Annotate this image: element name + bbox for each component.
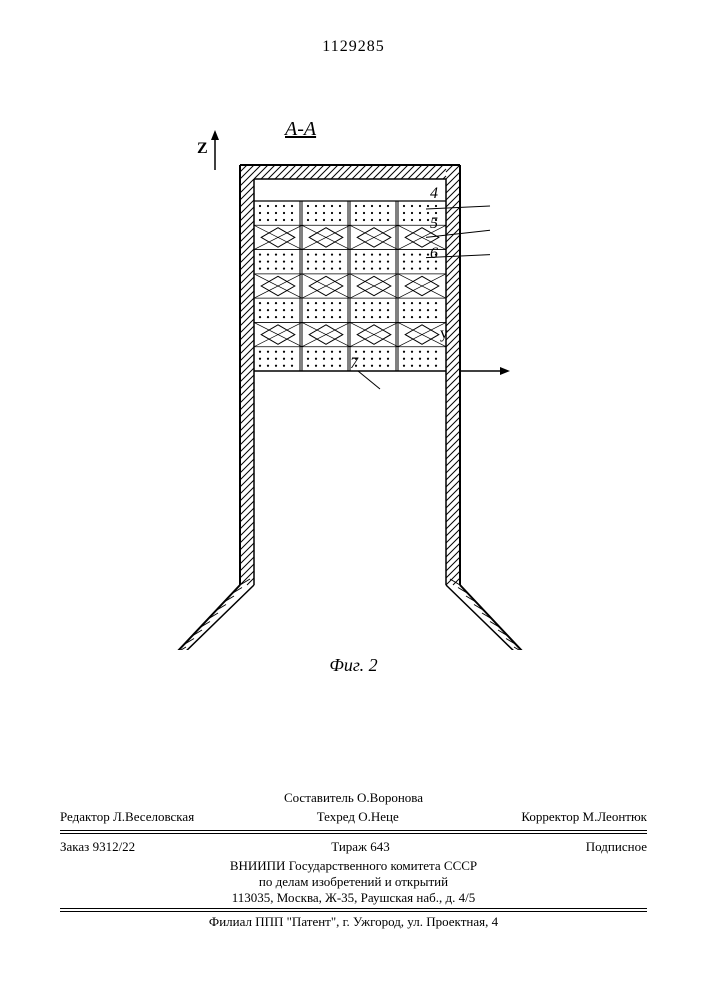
section-label: А-А bbox=[285, 118, 316, 141]
editor-name: Л.Веселовская bbox=[113, 809, 194, 824]
figure-svg bbox=[150, 110, 550, 650]
org-addr: 113035, Москва, Ж-35, Раушская наб., д. … bbox=[60, 890, 647, 906]
print-run-label: Тираж bbox=[331, 839, 367, 854]
corrector-label: Корректор bbox=[521, 809, 579, 824]
compositor-label: Составитель bbox=[284, 790, 354, 805]
branch: Филиал ППП "Патент", г. Ужгород, ул. Про… bbox=[60, 914, 647, 930]
figure-container bbox=[150, 110, 550, 650]
order-label: Заказ bbox=[60, 839, 89, 854]
order-value: 9312/22 bbox=[93, 839, 136, 854]
callout-6: 6 bbox=[430, 245, 438, 263]
org-line-2: по делам изобретений и открытий bbox=[60, 874, 647, 890]
document-number: 1129285 bbox=[0, 38, 707, 56]
tech-name: О.Неце bbox=[358, 809, 399, 824]
imprint-block: Составитель О.Воронова Редактор Л.Весело… bbox=[60, 790, 647, 930]
callout-4: 4 bbox=[430, 185, 438, 203]
figure-caption: Фиг. 2 bbox=[0, 655, 707, 676]
divider bbox=[60, 908, 647, 909]
print-run-value: 643 bbox=[370, 839, 390, 854]
corrector-name: М.Леонтюк bbox=[583, 809, 647, 824]
divider bbox=[60, 911, 647, 912]
org-line-1: ВНИИПИ Государственного комитета СССР bbox=[60, 858, 647, 874]
axis-y-label: y bbox=[440, 325, 448, 343]
subscription: Подписное bbox=[586, 839, 647, 855]
divider bbox=[60, 830, 647, 831]
axis-z-label: Z bbox=[197, 140, 208, 158]
editor-label: Редактор bbox=[60, 809, 110, 824]
compositor-name: О.Воронова bbox=[357, 790, 423, 805]
divider bbox=[60, 833, 647, 834]
callout-5: 5 bbox=[430, 215, 438, 233]
callout-7: 7 bbox=[350, 355, 358, 373]
tech-label: Техред bbox=[317, 809, 355, 824]
